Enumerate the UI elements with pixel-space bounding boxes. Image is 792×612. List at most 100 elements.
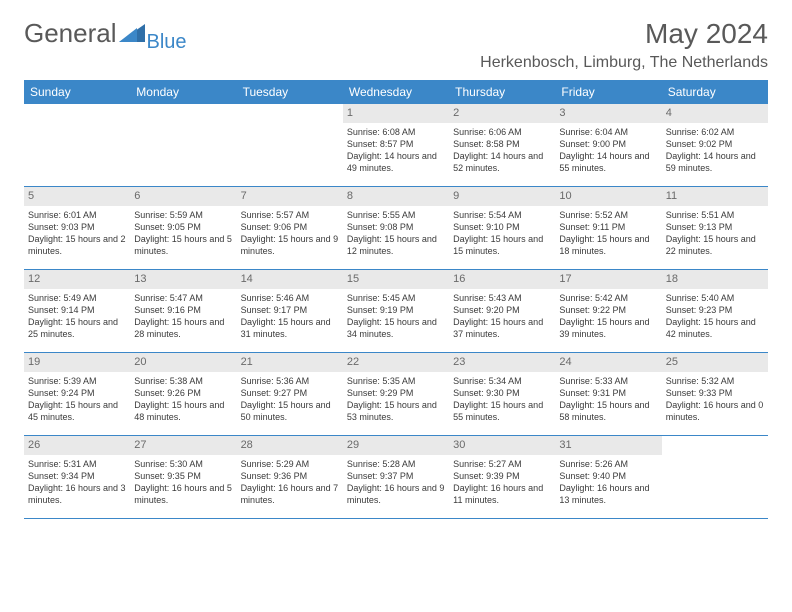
day-number: 10 xyxy=(555,187,661,206)
day-header-sat: Saturday xyxy=(662,80,768,104)
daylight-line: Daylight: 16 hours and 13 minutes. xyxy=(559,482,657,506)
day-cell: 3Sunrise: 6:04 AMSunset: 9:00 PMDaylight… xyxy=(555,104,661,186)
daylight-line: Daylight: 15 hours and 15 minutes. xyxy=(453,233,551,257)
day-number: 30 xyxy=(449,436,555,455)
sunrise-line: Sunrise: 5:43 AM xyxy=(453,292,551,304)
sunset-line: Sunset: 9:17 PM xyxy=(241,304,339,316)
sunset-line: Sunset: 9:34 PM xyxy=(28,470,126,482)
day-cell xyxy=(130,104,236,186)
day-cell xyxy=(237,104,343,186)
sunset-line: Sunset: 9:29 PM xyxy=(347,387,445,399)
day-header-thu: Thursday xyxy=(449,80,555,104)
sunrise-line: Sunrise: 5:33 AM xyxy=(559,375,657,387)
day-cell: 2Sunrise: 6:06 AMSunset: 8:58 PMDaylight… xyxy=(449,104,555,186)
sunset-line: Sunset: 9:16 PM xyxy=(134,304,232,316)
sunrise-line: Sunrise: 5:52 AM xyxy=(559,209,657,221)
day-cell: 10Sunrise: 5:52 AMSunset: 9:11 PMDayligh… xyxy=(555,187,661,269)
sunrise-line: Sunrise: 6:01 AM xyxy=(28,209,126,221)
day-cell: 31Sunrise: 5:26 AMSunset: 9:40 PMDayligh… xyxy=(555,436,661,518)
daylight-line: Daylight: 15 hours and 45 minutes. xyxy=(28,399,126,423)
daylight-line: Daylight: 16 hours and 9 minutes. xyxy=(347,482,445,506)
day-cell: 19Sunrise: 5:39 AMSunset: 9:24 PMDayligh… xyxy=(24,353,130,435)
day-number xyxy=(662,436,768,440)
logo: General Blue xyxy=(24,18,187,49)
sunset-line: Sunset: 9:35 PM xyxy=(134,470,232,482)
sunrise-line: Sunrise: 5:34 AM xyxy=(453,375,551,387)
daylight-line: Daylight: 15 hours and 48 minutes. xyxy=(134,399,232,423)
sunset-line: Sunset: 9:00 PM xyxy=(559,138,657,150)
sunset-line: Sunset: 9:40 PM xyxy=(559,470,657,482)
sunset-line: Sunset: 8:58 PM xyxy=(453,138,551,150)
daylight-line: Daylight: 15 hours and 42 minutes. xyxy=(666,316,764,340)
day-cell: 29Sunrise: 5:28 AMSunset: 9:37 PMDayligh… xyxy=(343,436,449,518)
day-header-wed: Wednesday xyxy=(343,80,449,104)
day-number: 27 xyxy=(130,436,236,455)
sunset-line: Sunset: 9:14 PM xyxy=(28,304,126,316)
day-number: 29 xyxy=(343,436,449,455)
logo-text-general: General xyxy=(24,18,117,49)
day-number: 17 xyxy=(555,270,661,289)
sunrise-line: Sunrise: 5:45 AM xyxy=(347,292,445,304)
title-block: May 2024 Herkenbosch, Limburg, The Nethe… xyxy=(480,18,768,72)
day-number: 13 xyxy=(130,270,236,289)
sunrise-line: Sunrise: 5:30 AM xyxy=(134,458,232,470)
sunrise-line: Sunrise: 5:57 AM xyxy=(241,209,339,221)
sunrise-line: Sunrise: 6:04 AM xyxy=(559,126,657,138)
day-cell: 20Sunrise: 5:38 AMSunset: 9:26 PMDayligh… xyxy=(130,353,236,435)
day-cell: 8Sunrise: 5:55 AMSunset: 9:08 PMDaylight… xyxy=(343,187,449,269)
day-cell: 1Sunrise: 6:08 AMSunset: 8:57 PMDaylight… xyxy=(343,104,449,186)
day-cell: 23Sunrise: 5:34 AMSunset: 9:30 PMDayligh… xyxy=(449,353,555,435)
sunrise-line: Sunrise: 5:27 AM xyxy=(453,458,551,470)
day-cell: 25Sunrise: 5:32 AMSunset: 9:33 PMDayligh… xyxy=(662,353,768,435)
daylight-line: Daylight: 15 hours and 55 minutes. xyxy=(453,399,551,423)
day-cell: 24Sunrise: 5:33 AMSunset: 9:31 PMDayligh… xyxy=(555,353,661,435)
day-cell: 5Sunrise: 6:01 AMSunset: 9:03 PMDaylight… xyxy=(24,187,130,269)
day-number: 8 xyxy=(343,187,449,206)
sunset-line: Sunset: 9:26 PM xyxy=(134,387,232,399)
day-number: 19 xyxy=(24,353,130,372)
day-cell: 11Sunrise: 5:51 AMSunset: 9:13 PMDayligh… xyxy=(662,187,768,269)
day-cell: 22Sunrise: 5:35 AMSunset: 9:29 PMDayligh… xyxy=(343,353,449,435)
day-number: 4 xyxy=(662,104,768,123)
day-cell: 6Sunrise: 5:59 AMSunset: 9:05 PMDaylight… xyxy=(130,187,236,269)
day-number: 31 xyxy=(555,436,661,455)
day-cell: 28Sunrise: 5:29 AMSunset: 9:36 PMDayligh… xyxy=(237,436,343,518)
day-number: 26 xyxy=(24,436,130,455)
sunset-line: Sunset: 9:13 PM xyxy=(666,221,764,233)
day-number xyxy=(130,104,236,108)
day-number: 15 xyxy=(343,270,449,289)
day-number: 2 xyxy=(449,104,555,123)
daylight-line: Daylight: 15 hours and 31 minutes. xyxy=(241,316,339,340)
sunset-line: Sunset: 9:39 PM xyxy=(453,470,551,482)
day-header-mon: Monday xyxy=(130,80,236,104)
sunrise-line: Sunrise: 6:08 AM xyxy=(347,126,445,138)
day-number: 18 xyxy=(662,270,768,289)
sunrise-line: Sunrise: 5:51 AM xyxy=(666,209,764,221)
daylight-line: Daylight: 15 hours and 58 minutes. xyxy=(559,399,657,423)
sunset-line: Sunset: 9:37 PM xyxy=(347,470,445,482)
sunset-line: Sunset: 8:57 PM xyxy=(347,138,445,150)
daylight-line: Daylight: 15 hours and 5 minutes. xyxy=(134,233,232,257)
sunrise-line: Sunrise: 5:55 AM xyxy=(347,209,445,221)
day-number: 12 xyxy=(24,270,130,289)
sunset-line: Sunset: 9:27 PM xyxy=(241,387,339,399)
day-cell: 18Sunrise: 5:40 AMSunset: 9:23 PMDayligh… xyxy=(662,270,768,352)
daylight-line: Daylight: 15 hours and 18 minutes. xyxy=(559,233,657,257)
daylight-line: Daylight: 16 hours and 7 minutes. xyxy=(241,482,339,506)
day-cell: 27Sunrise: 5:30 AMSunset: 9:35 PMDayligh… xyxy=(130,436,236,518)
week-row: 12Sunrise: 5:49 AMSunset: 9:14 PMDayligh… xyxy=(24,270,768,353)
sunset-line: Sunset: 9:20 PM xyxy=(453,304,551,316)
day-number: 6 xyxy=(130,187,236,206)
sunset-line: Sunset: 9:24 PM xyxy=(28,387,126,399)
weeks-container: 1Sunrise: 6:08 AMSunset: 8:57 PMDaylight… xyxy=(24,104,768,519)
week-row: 1Sunrise: 6:08 AMSunset: 8:57 PMDaylight… xyxy=(24,104,768,187)
sunset-line: Sunset: 9:08 PM xyxy=(347,221,445,233)
daylight-line: Daylight: 15 hours and 53 minutes. xyxy=(347,399,445,423)
day-cell: 30Sunrise: 5:27 AMSunset: 9:39 PMDayligh… xyxy=(449,436,555,518)
sunrise-line: Sunrise: 5:36 AM xyxy=(241,375,339,387)
day-cell: 16Sunrise: 5:43 AMSunset: 9:20 PMDayligh… xyxy=(449,270,555,352)
day-cell: 15Sunrise: 5:45 AMSunset: 9:19 PMDayligh… xyxy=(343,270,449,352)
sunset-line: Sunset: 9:06 PM xyxy=(241,221,339,233)
daylight-line: Daylight: 14 hours and 49 minutes. xyxy=(347,150,445,174)
day-number: 25 xyxy=(662,353,768,372)
